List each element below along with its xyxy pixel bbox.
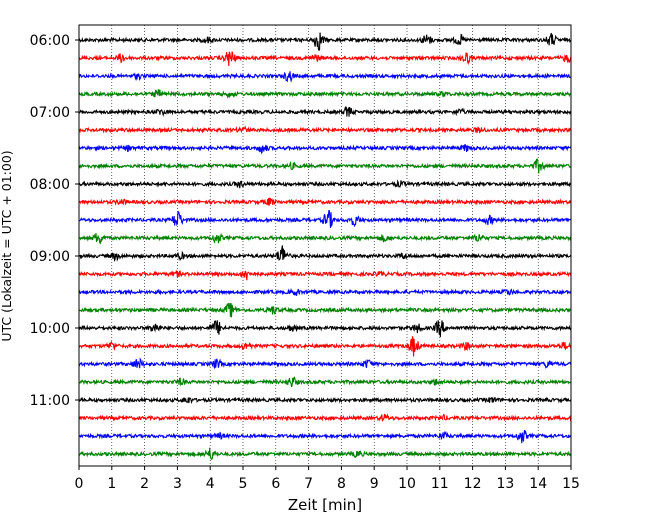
seismic-trace [78, 245, 572, 262]
seismic-trace [78, 396, 572, 405]
y-tick-label: 08:00 [30, 177, 70, 193]
y-tick-label: 06:00 [30, 33, 70, 49]
seismic-trace [78, 158, 572, 174]
seismic-trace [78, 51, 572, 67]
seismic-traces [78, 32, 572, 460]
x-tick-label: 9 [370, 476, 379, 492]
seismic-trace [78, 336, 572, 357]
x-axis-ticks: 0 1 2 3 4 5 6 7 8 9 10 11 12 13 14 15 [75, 466, 580, 492]
x-tick-label: 1 [107, 476, 116, 492]
y-tick-label: 09:00 [30, 249, 70, 265]
seismic-trace [78, 413, 572, 422]
x-tick-label: 13 [496, 476, 514, 492]
seismic-trace [78, 376, 572, 388]
seismic-trace [78, 232, 572, 245]
plot-area-background [79, 25, 571, 466]
seismic-trace [78, 320, 572, 338]
seismic-trace [78, 89, 572, 99]
seismic-trace [78, 447, 572, 460]
seismic-trace [78, 302, 572, 318]
x-tick-label: 11 [431, 476, 449, 492]
seismic-trace [78, 125, 572, 134]
x-tick-label: 7 [304, 476, 313, 492]
seismic-trace [78, 32, 572, 52]
x-tick-label: 6 [271, 476, 280, 492]
y-axis-label: UTC (Lokalzeit = UTC + 01:00) [0, 150, 14, 341]
plot-frame [78, 24, 572, 467]
y-tick-label: 07:00 [30, 105, 70, 121]
seismic-trace [78, 287, 572, 296]
x-axis-label: Zeit [min] [288, 496, 362, 514]
seismic-trace [78, 357, 572, 370]
x-tick-label: 5 [239, 476, 248, 492]
x-tick-label: 3 [173, 476, 182, 492]
x-tick-label: 8 [337, 476, 346, 492]
seismic-trace [78, 209, 572, 228]
seismic-trace [78, 105, 572, 118]
y-axis-ticks: 06:00 07:00 08:00 09:00 10:00 11:00 [30, 33, 79, 409]
seismic-trace [78, 179, 572, 189]
x-tick-label: 14 [529, 476, 547, 492]
x-tick-label: 15 [562, 476, 580, 492]
seismic-trace [78, 269, 572, 281]
seismic-trace [78, 197, 572, 206]
seismic-trace [78, 430, 572, 444]
x-tick-label: 4 [206, 476, 215, 492]
seismic-trace [78, 71, 572, 83]
x-tick-label: 2 [140, 476, 149, 492]
y-tick-label: 10:00 [30, 321, 70, 337]
x-tick-label: 0 [75, 476, 84, 492]
y-tick-label: 11:00 [30, 393, 70, 409]
seismic-trace [78, 143, 572, 155]
x-tick-label: 12 [464, 476, 482, 492]
x-tick-label: 10 [398, 476, 416, 492]
